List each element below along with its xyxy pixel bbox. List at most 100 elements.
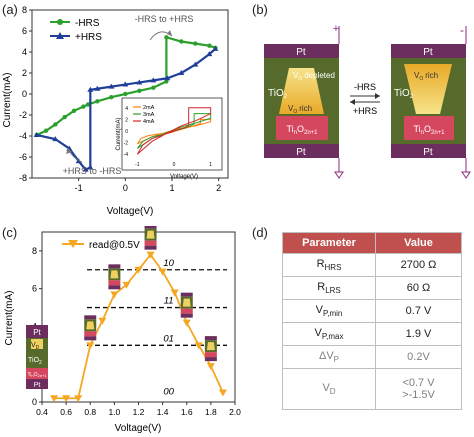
panel-a-annotation-set: -HRS to +HRS: [135, 14, 194, 24]
panel-a-point: [43, 128, 49, 133]
panel-a-point: [109, 94, 114, 100]
panel-label-b: (b): [252, 2, 268, 17]
cell-param-sub: P,max: [321, 332, 344, 342]
panel-c-point: [74, 395, 83, 403]
panel-c-xtick-label: 1.4: [157, 407, 169, 417]
panel-a-ytick-label: 4: [22, 47, 27, 57]
cell-param-sub: P: [333, 355, 340, 365]
panel-c-point: [62, 395, 71, 403]
panel-c-xtick-label: 1.8: [205, 407, 217, 417]
panel-c-xtick-label: 0.8: [84, 407, 96, 417]
panel-a-legend-plus-hrs: +HRS: [75, 32, 102, 43]
panel-a-ytick-label: 0: [22, 89, 27, 99]
panel-c-ytick-label: 0: [32, 397, 37, 407]
panel-c-ylabel: Current(mA): [4, 290, 15, 345]
state-device-icon: [204, 336, 217, 362]
panel-a-point: [164, 35, 169, 40]
panel-c-xtick-label: 0.4: [36, 407, 48, 417]
device-left-magneli: TinO2n+1: [286, 124, 318, 136]
panel-a-point: [192, 61, 199, 67]
arrow-minus-hrs-label: -HRS: [354, 82, 376, 92]
panel-a-ylabel: Current(mA): [2, 72, 13, 127]
inset-xtick-label: -1: [135, 162, 140, 168]
panel-c-xtick-label: 1.6: [181, 407, 193, 417]
inset-legend-label: 4mA: [143, 119, 155, 125]
panel-c-point: [218, 389, 227, 397]
table-row-vp-min: VP,min 0.7 V: [282, 299, 462, 323]
panel-a-point: [95, 99, 100, 104]
state-device-icon: [180, 292, 193, 318]
panel-a-point: [207, 43, 212, 48]
panel-a-legend-minus-hrs: -HRS: [75, 18, 100, 29]
inset-ytick-label: 4: [125, 106, 128, 112]
panel-c-point: [98, 317, 107, 325]
panel-a-xlabel: Voltage(V): [107, 206, 154, 217]
panel-a-point: [62, 114, 67, 120]
inset-legend-label: 2mA: [143, 105, 155, 111]
panel-a-ytick-label: -6: [19, 152, 27, 162]
state-device-icon: [108, 264, 121, 290]
device-right-bottom-pt: Pt: [423, 147, 433, 158]
panel-c-point: [206, 363, 215, 371]
cell-value: 0.7 V: [375, 299, 462, 323]
device-left: Pt VO depleted TiO2 VO rich TinO2n+1 Pt +: [264, 23, 344, 179]
cell-value: 1.9 V: [375, 322, 462, 346]
panel-c-point: [122, 281, 131, 289]
panel-c-point: [158, 268, 167, 276]
panel-a-point: [33, 131, 40, 137]
cell-value: 2700 Ω: [375, 253, 462, 277]
panel-a-point: [164, 79, 169, 84]
device-right-polarity: -: [460, 23, 464, 37]
device-right-magneli: TinO2n+1: [413, 124, 445, 136]
cell-param: ΔV: [318, 349, 334, 362]
layer-stack: Pt VD TiO2 TinO2n+1 Pt: [26, 325, 48, 389]
cell-param-sub: LRS: [325, 286, 341, 296]
panel-c-point: [182, 319, 191, 327]
panel-label-c: (c): [2, 225, 18, 240]
panel-a-ytick-label: -4: [19, 131, 27, 141]
panel-c-point: [110, 291, 119, 299]
arrow-plus-hrs-label: +HRS: [353, 106, 377, 116]
panel-c-point: [170, 289, 179, 297]
panel-a-point: [71, 108, 77, 114]
panel-a-ytick-label: 2: [22, 68, 27, 78]
panel-a-point: [212, 45, 219, 51]
inset-xtick-label: 0: [173, 162, 176, 168]
panel-c-xtick-label: 2.0: [229, 407, 241, 417]
inset-ytick-label: -4: [124, 152, 129, 158]
device-left-tio2: TiO2: [268, 88, 288, 100]
state-device-icon: [84, 315, 97, 341]
panel-a-point: [122, 81, 129, 87]
panel-a-point: [151, 85, 156, 90]
stack-tio2: TiO2: [28, 357, 42, 366]
inset-ytick-label: -2: [124, 141, 129, 147]
cell-param: R: [316, 257, 325, 270]
panel-a-point: [164, 75, 171, 81]
switching-arrows: -HRS +HRS: [350, 82, 380, 116]
inset-xlabel: Voltage(V): [170, 174, 198, 180]
device-left-vo-depleted: VO depleted: [293, 71, 335, 82]
device-left-top-pt: Pt: [296, 47, 306, 58]
panel-c-ytick-label: 8: [32, 246, 37, 256]
panel-c-xtick-label: 1.0: [108, 407, 120, 417]
cell-param: V: [314, 326, 322, 339]
panel-c-frame: [41, 231, 236, 403]
panel-label-a: (a): [2, 2, 18, 17]
state-device-icon: [144, 226, 157, 250]
panel-a-xtick-label: 0: [123, 183, 128, 193]
cell-param-sub: D: [329, 387, 336, 397]
panel-a-iv-chart: -1 0 1 2 -8 -6 -4 -2 0 2 4 6 8 Current(mA) Voltage(V…: [2, 5, 229, 217]
panel-a-xtick-label: -1: [75, 183, 83, 193]
stack-magneli: TinO2n+1: [27, 372, 47, 378]
panel-c-ytick-label: 6: [32, 284, 37, 294]
inset-ytick-label: 2: [125, 117, 128, 123]
cell-param: V: [322, 381, 330, 394]
device-right-tio2: TiO2: [394, 88, 414, 100]
panel-a-ytick-label: 8: [22, 5, 27, 15]
panel-a-point: [137, 88, 142, 94]
device-right-top-pt: Pt: [423, 47, 433, 58]
cell-value: 0.2V: [375, 345, 462, 369]
inset-ytick-label: 0: [125, 129, 128, 135]
panel-a-point: [178, 70, 185, 75]
